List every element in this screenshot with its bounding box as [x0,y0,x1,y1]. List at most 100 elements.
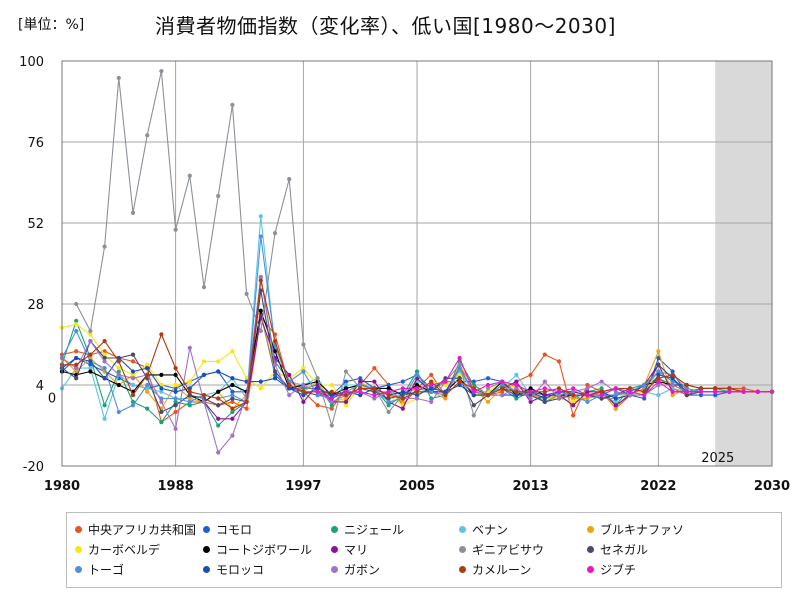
data-point [386,393,391,398]
data-point [684,386,689,391]
data-point [74,369,79,374]
data-point [613,399,618,404]
data-point [358,386,363,391]
data-point [216,416,221,421]
data-point [130,369,136,374]
legend-label: ギニアビサウ [472,542,545,557]
data-point [670,393,675,398]
data-point [414,386,420,391]
data-point [414,396,420,401]
data-point [500,386,505,391]
data-point [542,386,547,391]
data-point [542,352,547,357]
line-chart: -20 4 28 52 76 100 0 1980 1988 1997 2005 2013 2022 2… [19,55,790,494]
data-point [599,389,604,394]
data-point [173,403,178,408]
data-point [272,362,278,367]
gridlines [61,60,773,467]
data-point [187,389,192,394]
data-point [173,389,178,394]
data-point [159,332,164,337]
data-point [386,396,391,401]
data-point [116,409,121,415]
data-point [457,382,462,388]
data-point [528,396,533,401]
data-point [173,227,178,232]
data-point [287,393,292,398]
data-point [74,322,79,327]
data-point [159,389,164,394]
data-point [429,379,434,384]
data-point [443,379,448,384]
data-point [358,379,363,384]
data-point [74,328,79,334]
data-point [88,332,93,337]
data-point [443,393,448,398]
legend-label: ジブチ [600,562,637,577]
data-point [74,349,79,354]
data-point [372,366,377,371]
data-point [244,399,249,404]
data-point [301,386,306,391]
x-tick-label: 1980 [44,479,80,494]
data-point [542,393,547,398]
data-point [400,399,405,404]
data-point [145,382,150,388]
data-point [315,382,320,388]
data-point [429,399,434,404]
data-point [514,382,519,388]
data-point [301,393,306,398]
data-point [727,386,732,391]
data-point [272,339,278,344]
data-point [74,318,79,323]
data-point [642,396,647,401]
series-group [59,69,775,455]
data-point [400,396,405,401]
data-point [585,393,590,398]
data-point [556,389,562,394]
data-point [372,389,377,394]
data-point [670,376,675,381]
data-point [88,328,93,334]
data-point [585,389,590,394]
x-tick-label: 2030 [754,479,790,494]
data-point [343,379,349,384]
data-point [485,386,491,391]
legend-label: カーボベルデ [88,542,161,557]
x-tick-label: 2022 [640,479,676,494]
data-point [514,386,519,391]
x-axis-ticks: 1980 1988 1997 2005 2013 2022 2030 [44,479,790,494]
data-point [514,393,519,398]
legend-label: ベナン [472,522,509,537]
data-point [145,389,150,394]
data-point [656,393,661,398]
data-point [244,291,249,296]
legend-item: モロッコ [203,559,331,579]
data-point [130,210,136,215]
legend-item: カメルーン [459,559,587,579]
data-point [230,409,235,415]
data-point [627,393,633,398]
data-point [116,366,121,371]
data-point [287,177,292,182]
data-point [471,389,476,394]
data-point [542,399,547,404]
data-point [201,285,207,290]
data-point [386,389,391,394]
data-point [187,379,192,384]
data-point [130,376,136,381]
data-point [528,399,533,404]
data-point [386,403,391,408]
data-point [343,382,349,388]
data-point [429,382,434,388]
data-point [216,450,221,455]
data-point [258,274,263,280]
data-point [670,379,675,384]
y-tick-label: 100 [19,55,44,70]
data-point [358,382,363,388]
data-point [159,69,164,74]
data-point [755,389,760,394]
data-point [301,399,306,404]
data-point [187,345,192,350]
y-tick-label: 4 [36,379,44,394]
